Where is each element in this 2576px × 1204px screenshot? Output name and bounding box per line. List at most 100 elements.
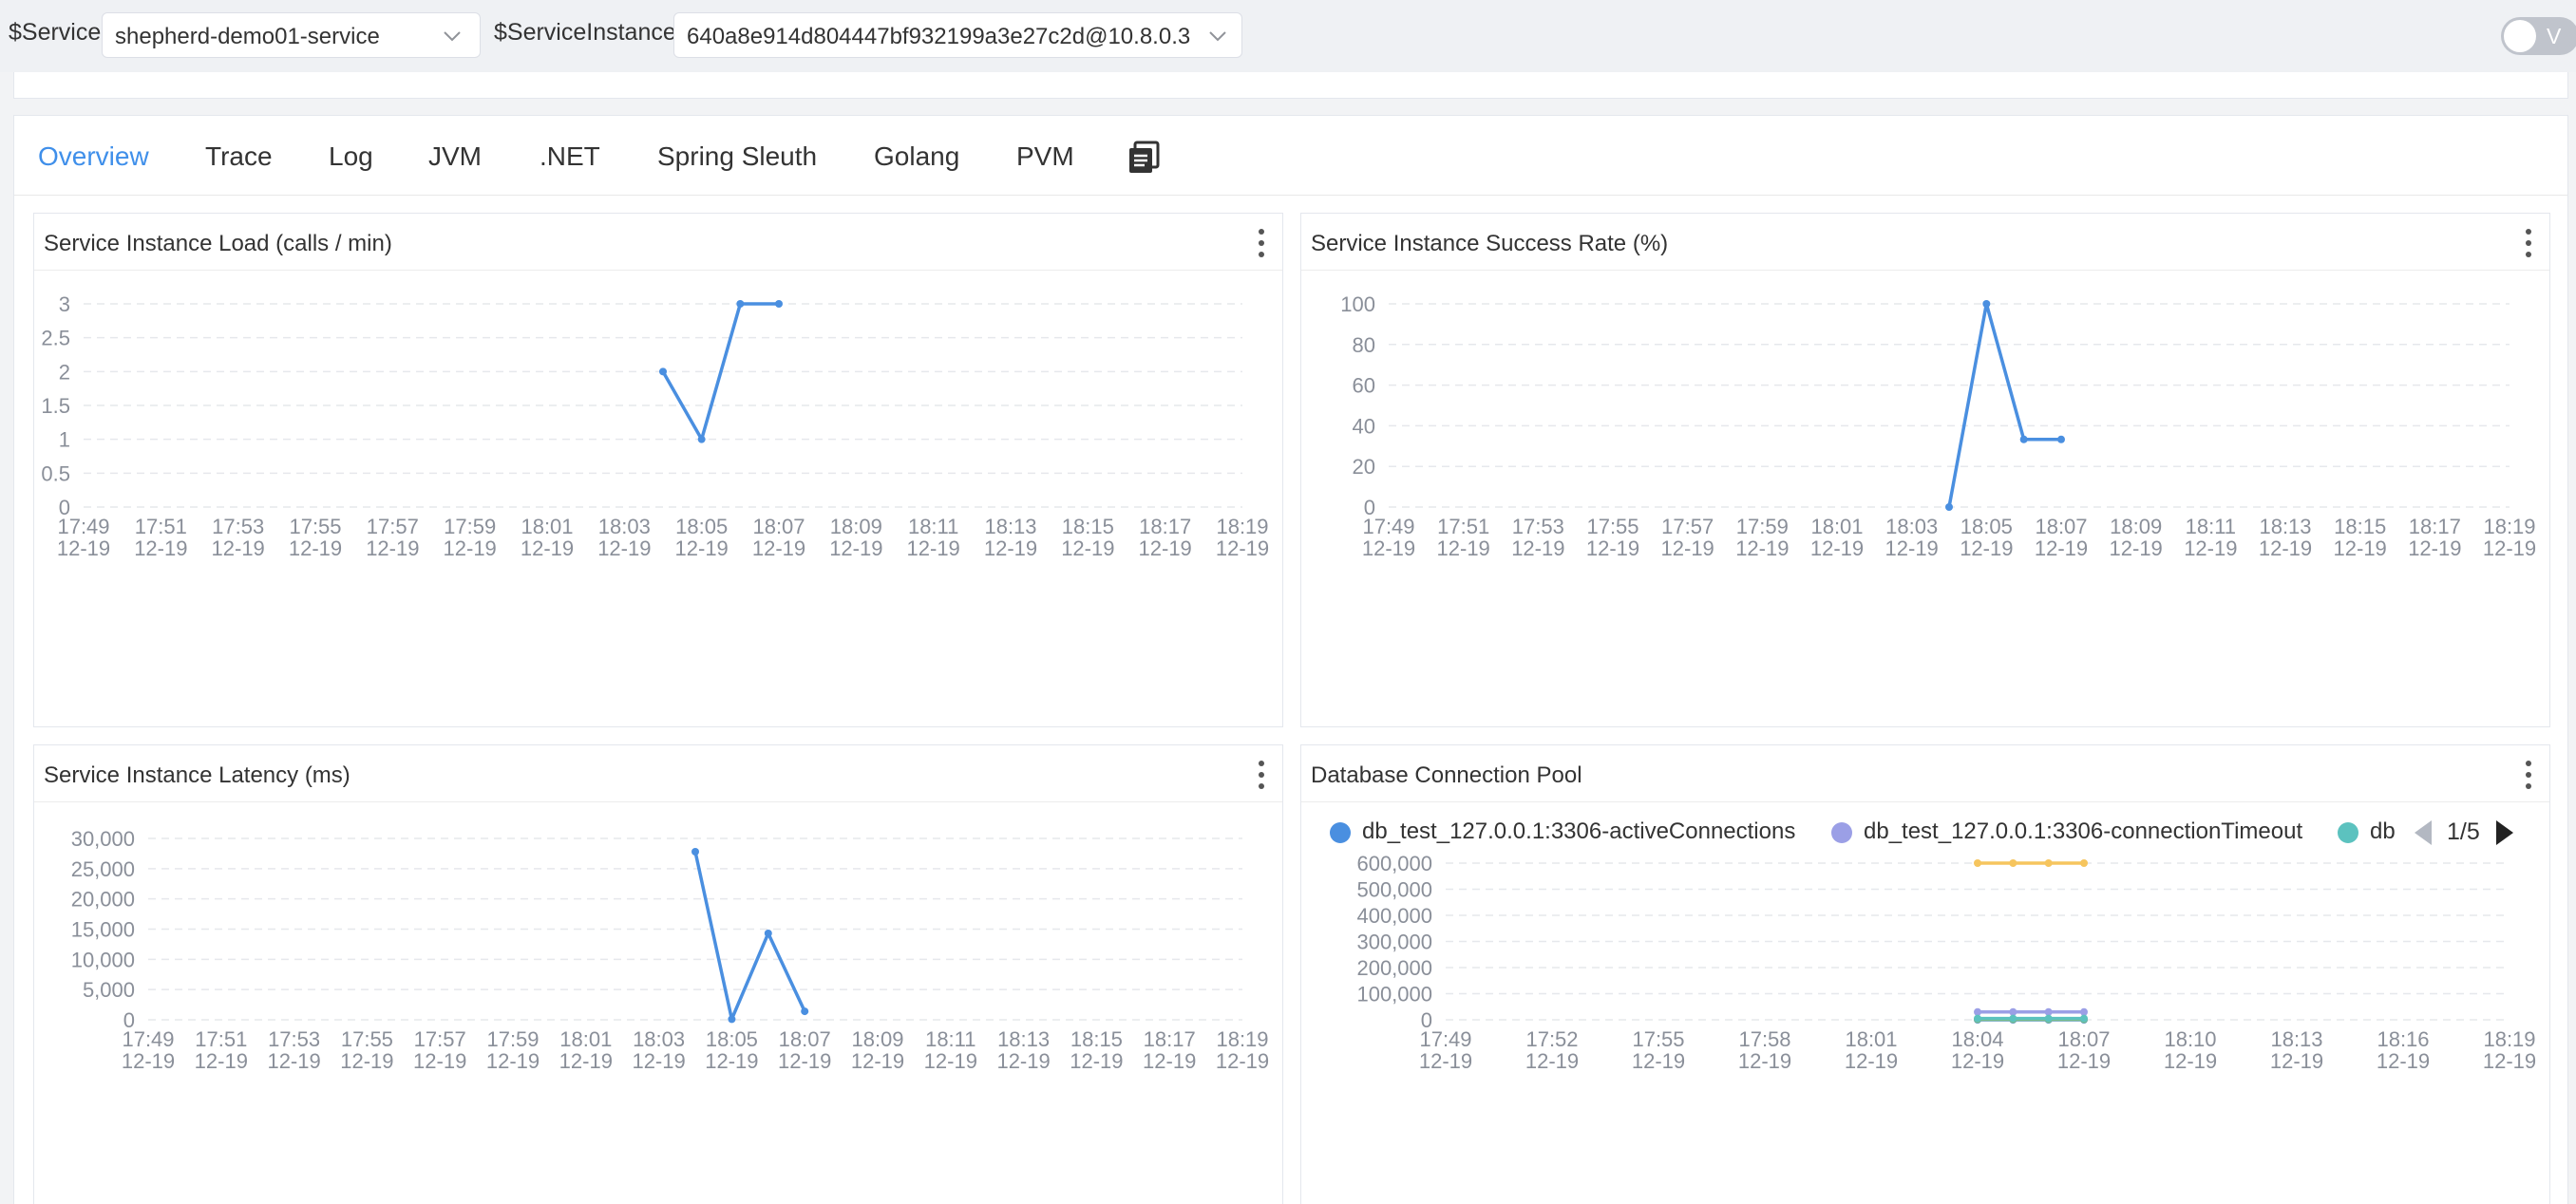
widget-instance-success-rate: Service Instance Success Rate (%) 0 20 40 6… bbox=[1300, 213, 2550, 727]
legend-next-icon[interactable] bbox=[2496, 820, 2513, 845]
x-tick-label: 18:13 12-19 bbox=[2270, 1027, 2323, 1073]
data-point bbox=[801, 1007, 809, 1016]
x-tick-label: 18:15 12-19 bbox=[1070, 1027, 1123, 1073]
line-chart: 0 20 40 60 80 100 17:49 12-19 17:51 12-19 17:53 12-… bbox=[1340, 292, 2536, 560]
y-tick-label: 10,000 bbox=[71, 948, 135, 971]
y-tick-label: 200,000 bbox=[1356, 956, 1432, 980]
y-tick-label: 600,000 bbox=[1356, 852, 1432, 875]
x-tick-label: 18:19 12-19 bbox=[2483, 1027, 2536, 1073]
tab-dotnet[interactable]: .NET bbox=[540, 141, 600, 171]
service-instance-label: $ServiceInstance bbox=[494, 19, 676, 46]
data-point bbox=[2009, 1014, 2017, 1023]
more-options-icon[interactable] bbox=[1254, 759, 1269, 791]
series-line bbox=[693, 851, 806, 1022]
data-point bbox=[697, 435, 706, 443]
collapsed-panel bbox=[13, 72, 2568, 99]
x-tick-label: 18:15 12-19 bbox=[2334, 515, 2387, 560]
data-point bbox=[1974, 859, 1981, 867]
y-tick-label: 500,000 bbox=[1356, 878, 1432, 902]
service-instance-select-value: 640a8e914d804447bf932199a3e27c2d@10.8.0.… bbox=[687, 24, 1191, 49]
y-tick-label: 5,000 bbox=[83, 978, 135, 1002]
widget-instance-load: Service Instance Load (calls / min) 0 0.5… bbox=[33, 213, 1283, 727]
x-tick-label: 18:16 12-19 bbox=[2377, 1027, 2430, 1073]
tab-overview[interactable]: Overview bbox=[38, 141, 149, 171]
more-options-icon[interactable] bbox=[2521, 227, 2536, 259]
y-tick-label: 300,000 bbox=[1356, 931, 1432, 954]
x-tick-label: 18:03 12-19 bbox=[1885, 515, 1939, 560]
x-tick-label: 18:07 12-19 bbox=[778, 1027, 831, 1073]
x-tick-label: 18:09 12-19 bbox=[2110, 515, 2163, 560]
tab-bar: Overview Trace Log JVM .NET Spring Sleut… bbox=[14, 116, 2567, 196]
data-point bbox=[659, 367, 667, 376]
x-tick-label: 17:49 12-19 bbox=[1362, 515, 1415, 560]
x-tick-label: 18:11 12-19 bbox=[907, 515, 960, 560]
y-tick-label: 0 bbox=[59, 496, 70, 519]
x-tick-label: 18:13 12-19 bbox=[984, 515, 1037, 560]
copy-icon[interactable] bbox=[1127, 141, 1160, 175]
data-point bbox=[2080, 859, 2088, 867]
legend-label: db bbox=[2370, 818, 2396, 844]
x-tick-label: 18:19 12-19 bbox=[1216, 515, 1269, 560]
line-chart: 0 0.5 1 1.5 2 2.5 3 17:49 12-19 17:51 12-19 17:53 12… bbox=[41, 292, 1269, 560]
x-tick-label: 17:57 12-19 bbox=[413, 1027, 466, 1073]
y-tick-label: 100,000 bbox=[1356, 983, 1432, 1006]
y-tick-label: 15,000 bbox=[71, 918, 135, 942]
x-tick-label: 17:51 12-19 bbox=[134, 515, 187, 560]
data-point bbox=[2057, 435, 2065, 443]
tab-log[interactable]: Log bbox=[329, 141, 373, 171]
x-tick-label: 17:55 12-19 bbox=[340, 1027, 393, 1073]
more-options-icon[interactable] bbox=[2521, 759, 2536, 791]
y-tick-label: 1 bbox=[59, 428, 70, 452]
legend-item[interactable]: db_test_127.0.0.1:3306-activeConnections bbox=[1330, 815, 1824, 849]
data-point bbox=[736, 300, 745, 308]
tab-spring-sleuth[interactable]: Spring Sleuth bbox=[657, 141, 818, 171]
legend-item[interactable]: db_test_127.0.0.1:3306-connectionTimeout bbox=[1831, 815, 2325, 849]
x-tick-label: 18:05 12-19 bbox=[675, 515, 729, 560]
legend-prev-icon[interactable] bbox=[2415, 820, 2432, 845]
x-tick-label: 17:52 12-19 bbox=[1525, 1027, 1579, 1073]
tab-golang[interactable]: Golang bbox=[874, 141, 960, 171]
x-tick-label: 18:01 12-19 bbox=[521, 515, 574, 560]
y-tick-label: 3 bbox=[59, 292, 70, 316]
legend-marker bbox=[2338, 822, 2358, 843]
tab-jvm[interactable]: JVM bbox=[428, 141, 482, 171]
data-point bbox=[2044, 859, 2053, 867]
view-toggle[interactable]: V bbox=[2501, 17, 2576, 55]
x-tick-label: 18:09 12-19 bbox=[851, 1027, 904, 1073]
data-point bbox=[2080, 1014, 2088, 1023]
y-tick-label: 2 bbox=[59, 360, 70, 384]
x-tick-label: 17:49 12-19 bbox=[122, 1027, 175, 1073]
x-tick-label: 17:53 12-19 bbox=[1511, 515, 1564, 560]
widget-instance-latency: Service Instance Latency (ms) 0 5,000 10,0… bbox=[33, 744, 1283, 1204]
service-label: $Service bbox=[9, 19, 102, 46]
x-tick-label: 17:59 12-19 bbox=[444, 515, 497, 560]
x-tick-label: 17:59 12-19 bbox=[1735, 515, 1789, 560]
toggle-knob bbox=[2504, 20, 2536, 52]
x-tick-label: 18:01 12-19 bbox=[1810, 515, 1864, 560]
y-tick-label: 80 bbox=[1353, 333, 1375, 357]
service-instance-select[interactable]: 640a8e914d804447bf932199a3e27c2d@10.8.0.… bbox=[673, 12, 1242, 58]
tab-trace[interactable]: Trace bbox=[205, 141, 273, 171]
service-select[interactable]: shepherd-demo01-service bbox=[102, 12, 481, 58]
data-point bbox=[2080, 1007, 2088, 1016]
widget-title: Service Instance Success Rate (%) bbox=[1311, 231, 1669, 256]
widget-header: Service Instance Load (calls / min) bbox=[34, 214, 1282, 271]
service-select-value: shepherd-demo01-service bbox=[115, 24, 380, 49]
x-tick-label: 18:13 12-19 bbox=[996, 1027, 1050, 1073]
y-tick-label: 0 bbox=[123, 1008, 135, 1032]
widget-title: Service Instance Load (calls / min) bbox=[44, 231, 392, 256]
data-point bbox=[775, 300, 783, 308]
legend-item[interactable]: db bbox=[2338, 815, 2404, 849]
legend-marker bbox=[1831, 822, 1852, 843]
y-tick-label: 0 bbox=[1421, 1008, 1432, 1032]
more-options-icon[interactable] bbox=[1254, 227, 1269, 259]
x-tick-label: 17:49 12-19 bbox=[1419, 1027, 1472, 1073]
x-tick-label: 18:19 12-19 bbox=[1216, 1027, 1269, 1073]
tab-pvm[interactable]: PVM bbox=[1016, 141, 1074, 171]
x-tick-label: 18:17 12-19 bbox=[2408, 515, 2461, 560]
x-tick-label: 17:55 12-19 bbox=[1632, 1027, 1685, 1073]
data-point bbox=[2019, 435, 2028, 443]
widget-header: Database Connection Pool bbox=[1301, 745, 2549, 802]
x-tick-label: 18:09 12-19 bbox=[829, 515, 882, 560]
